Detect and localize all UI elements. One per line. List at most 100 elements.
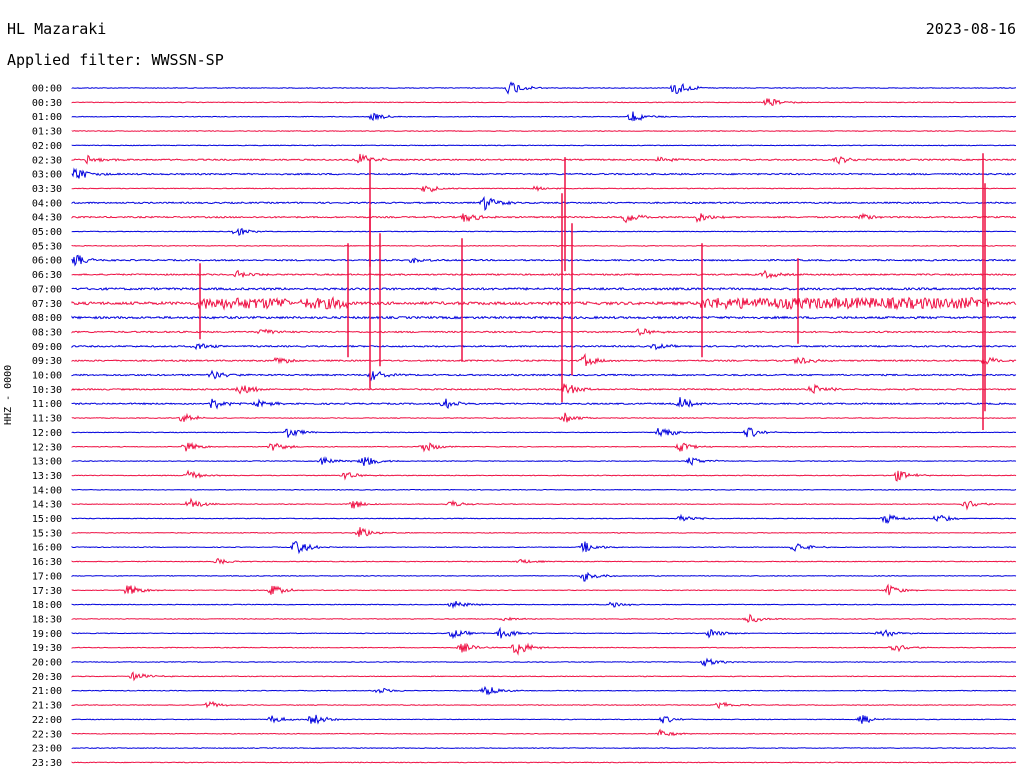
- seismic-trace-0100: [71, 111, 1017, 122]
- seismic-trace-1800: [71, 600, 1017, 609]
- seismic-trace-1430: [71, 497, 1017, 511]
- time-tick-label: 06:00: [32, 256, 62, 267]
- seismic-trace-0530: [71, 244, 1017, 247]
- station-name: HL Mazaraki: [7, 20, 107, 38]
- seismic-trace-1730: [71, 583, 1017, 596]
- time-tick-label: 01:30: [32, 127, 62, 138]
- seismic-trace-1330: [71, 469, 1017, 482]
- time-tick-label: 04:00: [32, 198, 62, 209]
- seismic-trace-2030: [71, 671, 1016, 682]
- seismic-trace-0730: [71, 295, 1017, 311]
- seismic-trace-0200: [71, 144, 1017, 147]
- seismic-trace-1500: [71, 513, 1017, 524]
- time-tick-label: 02:30: [32, 155, 62, 166]
- seismic-trace-0430: [71, 212, 1017, 224]
- seismic-trace-1130: [71, 412, 1017, 423]
- seismic-trace-1100: [71, 397, 1017, 410]
- time-tick-label: 14:30: [32, 500, 62, 511]
- seismic-trace-0300: [71, 167, 1017, 179]
- time-tick-label: 23:30: [32, 758, 62, 769]
- seismic-trace-1900: [71, 626, 1017, 640]
- time-tick-label: 01:00: [32, 112, 62, 123]
- time-tick-label: 04:30: [32, 213, 62, 224]
- record-date: 2023-08-16: [925, 20, 1016, 38]
- time-tick-label: 11:30: [32, 414, 62, 425]
- time-tick-label: 13:00: [32, 457, 62, 468]
- time-tick-label: 22:00: [32, 715, 62, 726]
- time-tick-label: 20:00: [32, 658, 62, 669]
- time-tick-label: 05:00: [32, 227, 62, 238]
- time-tick-label: 23:00: [32, 744, 62, 755]
- time-tick-label: 03:00: [32, 170, 62, 181]
- time-tick-label: 03:30: [32, 184, 62, 195]
- seismic-trace-1200: [71, 427, 1017, 438]
- seismic-trace-0000: [71, 81, 1017, 95]
- seismic-trace-1400: [71, 488, 1017, 491]
- seismic-trace-0800: [71, 315, 1017, 320]
- time-tick-label: 16:30: [32, 557, 62, 568]
- seismic-trace-0700: [71, 286, 1017, 291]
- seismic-trace-0230: [71, 153, 1017, 165]
- time-tick-label: 06:30: [32, 270, 62, 281]
- seismic-trace-0400: [71, 196, 1017, 212]
- time-tick-label: 12:00: [32, 428, 62, 439]
- seismic-trace-2300: [71, 747, 1017, 749]
- seismic-trace-0030: [71, 98, 1017, 106]
- time-tick-label: 21:00: [32, 686, 62, 697]
- seismic-trace-1230: [71, 441, 1017, 453]
- time-tick-label: 18:30: [32, 614, 62, 625]
- seismic-trace-2200: [71, 714, 1016, 725]
- time-tick-label: 08:30: [32, 327, 62, 338]
- seismic-trace-1700: [71, 571, 1017, 582]
- time-tick-label: 07:30: [32, 299, 62, 310]
- seismic-trace-1300: [71, 456, 1017, 466]
- time-tick-label: 00:30: [32, 98, 62, 109]
- seismic-trace-1930: [71, 642, 1016, 656]
- time-tick-label: 15:00: [32, 514, 62, 525]
- seismic-trace-2330: [71, 761, 1017, 764]
- seismic-trace-1030: [71, 383, 1017, 395]
- seismic-trace-0930: [71, 352, 1017, 367]
- time-tick-label: 19:30: [32, 643, 62, 654]
- seismic-trace-1830: [71, 613, 1017, 624]
- seismic-trace-2130: [71, 700, 1017, 710]
- time-tick-label: 12:30: [32, 442, 62, 453]
- time-tick-label: 17:30: [32, 586, 62, 597]
- time-tick-label: 07:00: [32, 284, 62, 295]
- seismic-trace-1000: [71, 369, 1017, 382]
- time-tick-label: 09:30: [32, 356, 62, 367]
- time-tick-label: 05:30: [32, 241, 62, 252]
- seismic-trace-0330: [71, 185, 1017, 193]
- time-tick-label: 10:00: [32, 371, 62, 382]
- time-tick-label: 19:00: [32, 629, 62, 640]
- seismic-trace-1600: [71, 540, 1017, 555]
- time-tick-label: 21:30: [32, 701, 62, 712]
- time-tick-label: 10:30: [32, 385, 62, 396]
- time-tick-label: 15:30: [32, 528, 62, 539]
- seismic-trace-2100: [71, 685, 1017, 696]
- seismic-trace-0900: [71, 343, 1017, 351]
- time-tick-label: 13:30: [32, 471, 62, 482]
- filter-label: Applied filter: WWSSN-SP: [7, 51, 224, 69]
- seismic-trace-0500: [71, 227, 1016, 236]
- time-tick-label: 00:00: [32, 84, 62, 95]
- seismic-trace-1530: [71, 527, 1017, 537]
- time-tick-label: 22:30: [32, 729, 62, 740]
- seismic-trace-2000: [71, 657, 1017, 667]
- time-tick-label: 18:00: [32, 600, 62, 611]
- seismic-trace-0600: [71, 254, 1017, 267]
- time-tick-label: 20:30: [32, 672, 62, 683]
- seismic-trace-2230: [71, 728, 1017, 737]
- seismic-trace-0130: [71, 130, 1017, 132]
- time-tick-label: 09:00: [32, 342, 62, 353]
- time-tick-label: 17:00: [32, 571, 62, 582]
- time-tick-label: 11:00: [32, 399, 62, 410]
- time-tick-label: 02:00: [32, 141, 62, 152]
- time-tick-label: 16:00: [32, 543, 62, 554]
- time-tick-label: 08:00: [32, 313, 62, 324]
- seismic-trace-1630: [71, 557, 1017, 565]
- seismic-trace-0830: [71, 328, 1017, 337]
- seismic-trace-0630: [71, 269, 1017, 279]
- time-tick-label: 14:00: [32, 485, 62, 496]
